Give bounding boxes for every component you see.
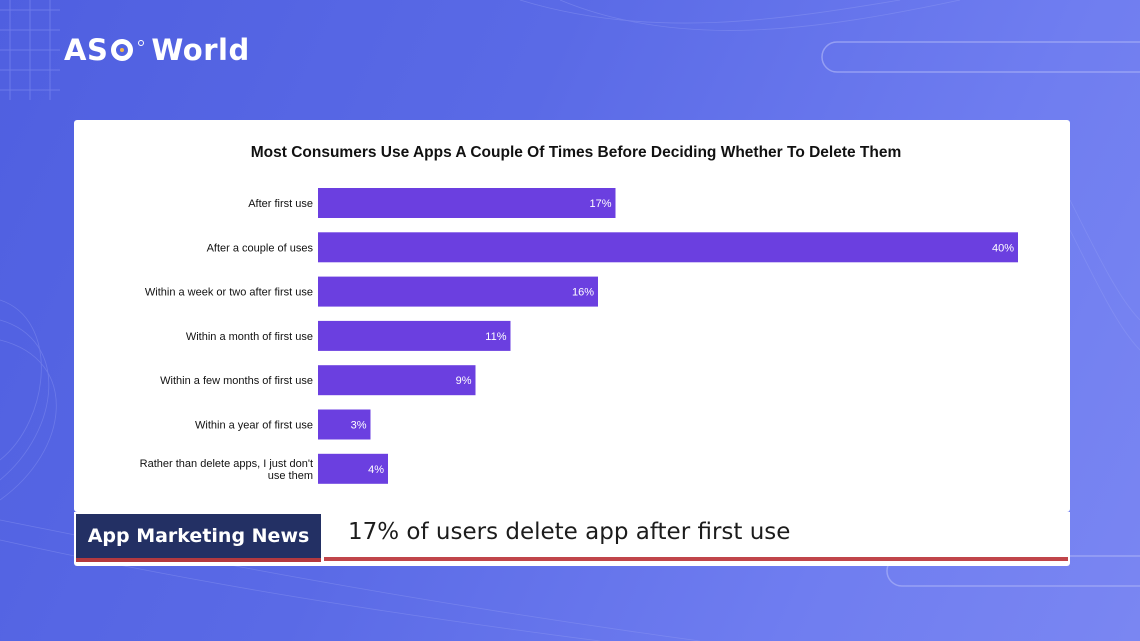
category-label-3: Within a month of first use bbox=[186, 331, 313, 343]
news-tag-label: App Marketing News bbox=[87, 525, 310, 547]
bar-1 bbox=[318, 232, 1018, 263]
news-banner: App Marketing News 17% of users delete a… bbox=[74, 512, 1070, 566]
bar-chart: Most Consumers Use Apps A Couple Of Time… bbox=[140, 144, 1018, 484]
bar-value-label-1: 40% bbox=[992, 242, 1014, 254]
bar-value-label-2: 16% bbox=[572, 287, 594, 299]
logo-text-left: AS bbox=[64, 33, 109, 67]
bar-5 bbox=[318, 409, 371, 440]
bar-value-label-3: 11% bbox=[485, 331, 506, 343]
category-label-1: After a couple of uses bbox=[207, 242, 314, 254]
logo-dot-icon bbox=[138, 40, 145, 46]
aso-world-logo: AS World bbox=[64, 33, 250, 67]
bar-4 bbox=[318, 365, 476, 396]
bar-6 bbox=[318, 453, 388, 484]
chart-card: Most Consumers Use Apps A Couple Of Time… bbox=[74, 120, 1070, 512]
chart-title: Most Consumers Use Apps A Couple Of Time… bbox=[251, 144, 902, 161]
category-label-4: Within a few months of first use bbox=[160, 375, 313, 387]
category-label-0: After first use bbox=[248, 198, 313, 210]
headline-underline bbox=[324, 557, 1068, 561]
category-label-2: Within a week or two after first use bbox=[145, 287, 313, 299]
news-tag: App Marketing News bbox=[76, 514, 321, 562]
category-label-5: Within a year of first use bbox=[195, 420, 313, 432]
bar-value-label-5: 3% bbox=[351, 420, 367, 432]
logo-ring-icon bbox=[111, 39, 134, 61]
category-label-6-line-0: Rather than delete apps, I just don't bbox=[140, 458, 313, 470]
category-label-6-line-1: use them bbox=[268, 470, 313, 482]
bar-2 bbox=[318, 276, 598, 307]
bar-value-label-6: 4% bbox=[368, 464, 384, 476]
news-headline: 17% of users delete app after first use bbox=[348, 519, 791, 545]
bar-0 bbox=[318, 188, 616, 218]
logo-text-right: World bbox=[151, 33, 250, 67]
bar-3 bbox=[318, 320, 511, 351]
bar-value-label-4: 9% bbox=[456, 375, 472, 387]
bar-value-label-0: 17% bbox=[589, 198, 611, 210]
